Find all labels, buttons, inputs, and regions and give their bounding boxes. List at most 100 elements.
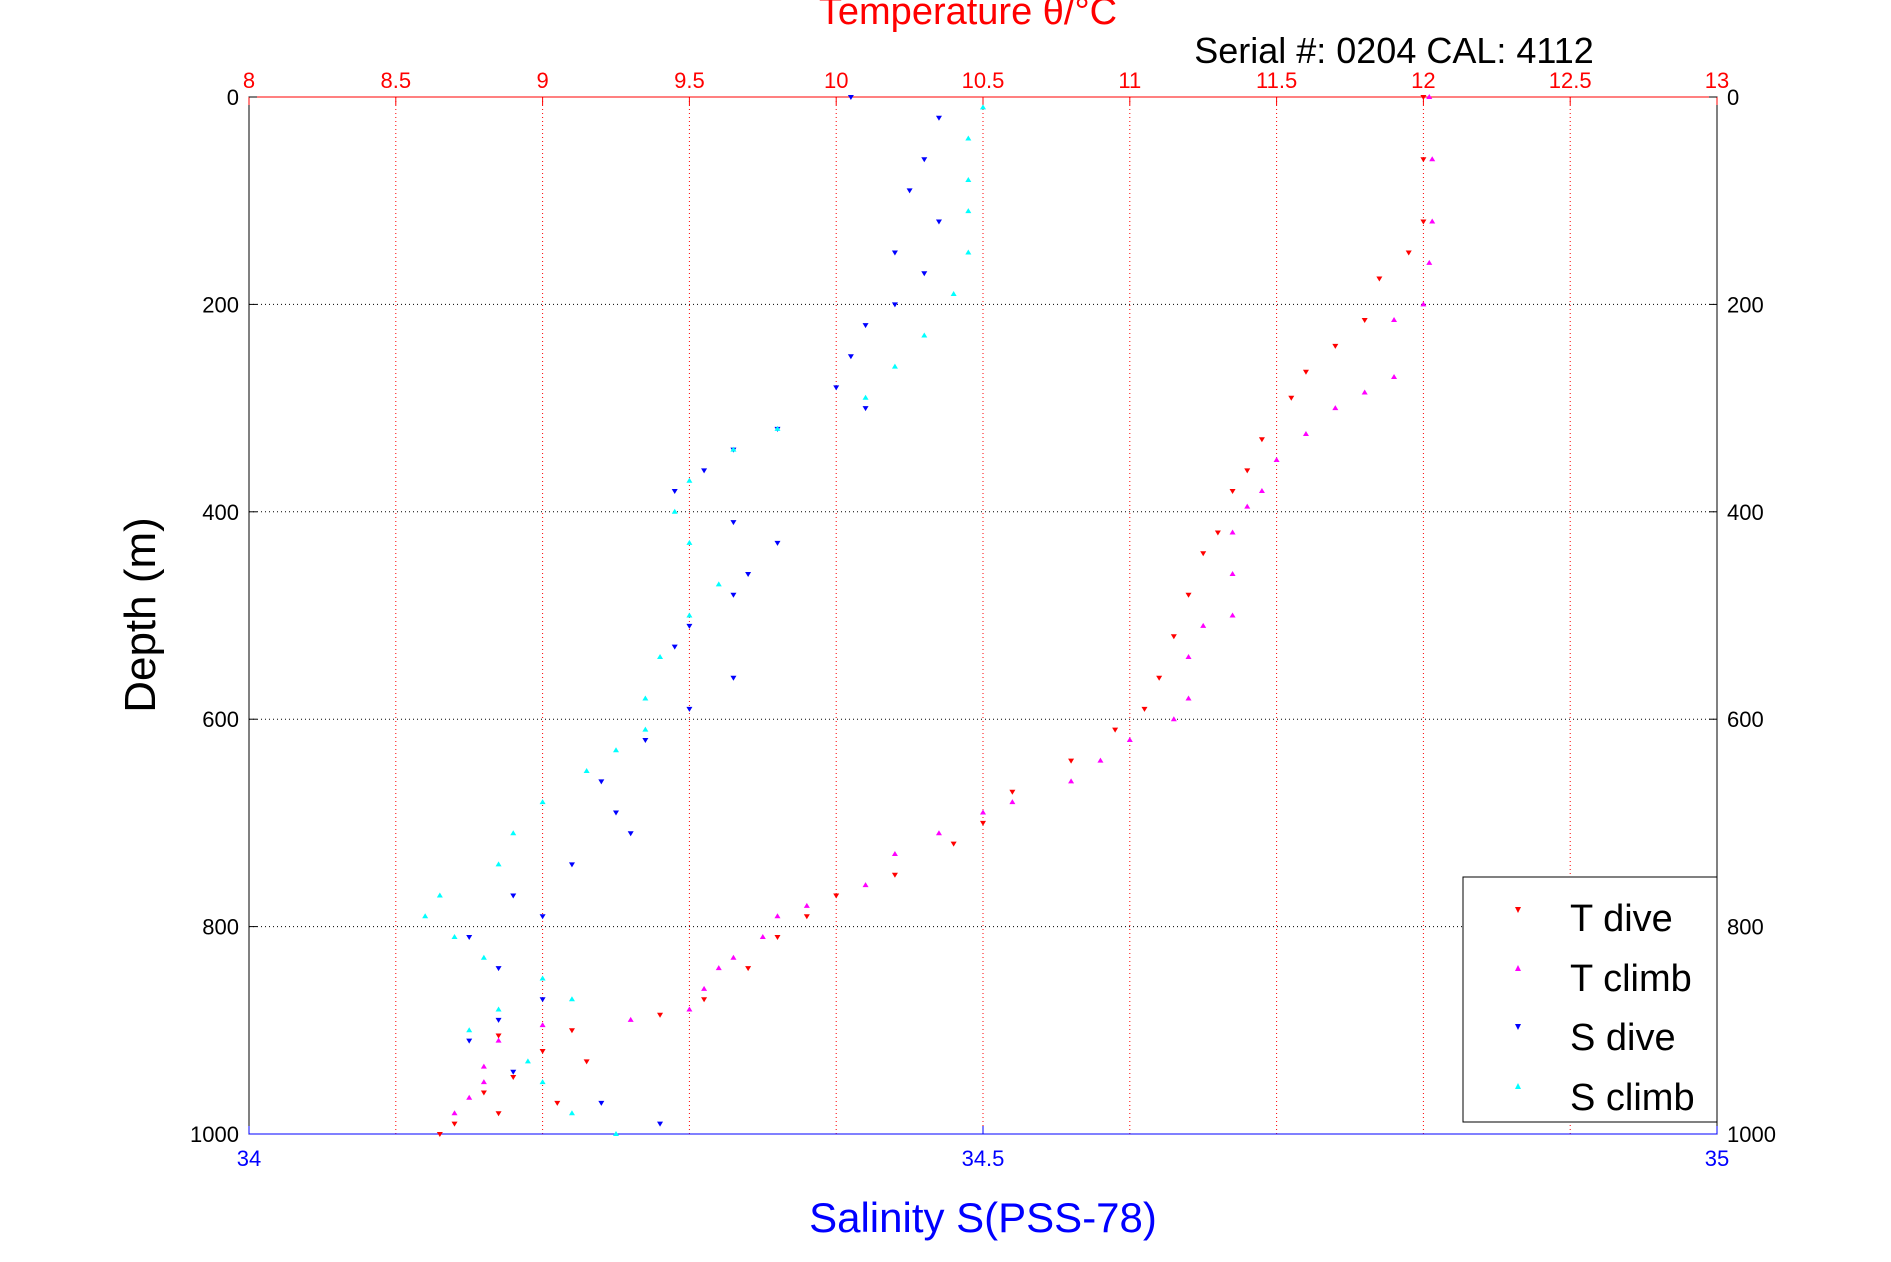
data-point: [891, 851, 898, 857]
data-point: [1332, 405, 1339, 411]
data-point: [583, 1059, 590, 1065]
tick-label-depth-right: 400: [1727, 500, 1764, 525]
data-point: [1097, 757, 1104, 763]
tick-label-salinity: 34.5: [962, 1146, 1005, 1171]
data-point: [1429, 156, 1436, 162]
data-point: [657, 1012, 664, 1018]
data-point: [1288, 395, 1295, 401]
data-point: [730, 592, 737, 598]
data-point: [891, 302, 898, 308]
data-point: [935, 219, 942, 225]
data-point: [862, 323, 869, 329]
data-point: [466, 934, 473, 940]
data-point: [1302, 431, 1309, 437]
y-axis-label: Depth (m): [116, 517, 165, 713]
grid: [249, 97, 1717, 1134]
legend-marker-t-climb: [1515, 965, 1521, 971]
data-point: [480, 1063, 487, 1069]
data-point: [495, 1006, 502, 1012]
series-t-climb: [451, 94, 1436, 1116]
data-point: [539, 1049, 546, 1055]
data-point: [686, 623, 693, 629]
data-point: [774, 540, 781, 546]
data-point: [774, 425, 781, 431]
data-point: [701, 985, 708, 991]
series-t-dive: [436, 95, 1427, 1137]
legend-label-t-climb: T climb: [1570, 958, 1692, 1000]
tick-label-salinity: 34: [237, 1146, 261, 1171]
data-point: [583, 768, 590, 774]
data-point: [833, 893, 840, 899]
data-point: [1426, 94, 1433, 99]
data-point: [1302, 369, 1309, 375]
data-point: [1200, 622, 1207, 628]
data-point: [715, 581, 722, 587]
data-point: [1068, 778, 1075, 784]
data-point: [539, 1079, 546, 1085]
data-point: [671, 644, 678, 650]
data-point: [715, 965, 722, 971]
tick-label-depth-right: 0: [1727, 85, 1739, 110]
data-point: [1258, 488, 1265, 494]
data-point: [510, 1069, 517, 1075]
data-point: [495, 1033, 502, 1039]
data-point: [833, 385, 840, 391]
tick-label-depth-left: 400: [202, 500, 239, 525]
data-point: [671, 508, 678, 514]
data-point: [774, 934, 781, 940]
data-point: [730, 675, 737, 681]
data-point: [451, 1121, 458, 1127]
tick-label-temperature: 12.5: [1549, 68, 1592, 93]
data-point: [891, 250, 898, 256]
data-point: [466, 1094, 473, 1100]
data-point: [1112, 727, 1119, 733]
data-point: [613, 747, 619, 753]
legend-label-t-dive: T dive: [1570, 898, 1673, 940]
data-point: [1273, 456, 1280, 462]
data-point: [642, 737, 649, 743]
data-point: [1229, 612, 1236, 618]
data-point: [1141, 706, 1148, 712]
data-point: [510, 1074, 517, 1080]
data-point: [1420, 301, 1427, 307]
data-point: [1229, 489, 1236, 495]
data-point: [980, 820, 986, 826]
data-point: [1170, 634, 1177, 640]
data-point: [539, 799, 546, 805]
tick-label-temperature: 9: [536, 68, 548, 93]
data-point: [1009, 789, 1016, 795]
data-point: [480, 954, 487, 960]
data-point: [950, 841, 957, 847]
data-point: [1214, 530, 1221, 536]
tick-label-temperature: 10: [824, 68, 848, 93]
tick-label-depth-right: 600: [1727, 707, 1764, 732]
data-point: [935, 830, 942, 836]
data-point: [686, 477, 693, 483]
data-point: [701, 468, 708, 474]
tick-label-depth-left: 1000: [190, 1122, 239, 1147]
data-point: [803, 902, 810, 908]
data-point: [1009, 799, 1016, 805]
data-point: [686, 706, 693, 712]
data-point: [1429, 218, 1436, 224]
data-point: [774, 913, 781, 919]
data-point: [745, 966, 752, 972]
data-point: [1068, 758, 1075, 764]
data-point: [847, 95, 854, 100]
data-point: [539, 997, 546, 1003]
data-point: [891, 363, 898, 369]
data-point: [965, 249, 972, 255]
data-point: [495, 861, 502, 867]
data-point: [965, 208, 972, 214]
tick-label-salinity: 35: [1705, 1146, 1729, 1171]
data-point: [539, 975, 546, 981]
data-point: [921, 271, 928, 277]
x-axis-label-salinity: Salinity S(PSS-78): [809, 1194, 1157, 1241]
data-point: [891, 872, 898, 878]
data-point: [730, 954, 737, 960]
data-point: [1156, 675, 1163, 681]
tick-label-depth-left: 0: [227, 85, 239, 110]
data-point: [1185, 695, 1192, 701]
